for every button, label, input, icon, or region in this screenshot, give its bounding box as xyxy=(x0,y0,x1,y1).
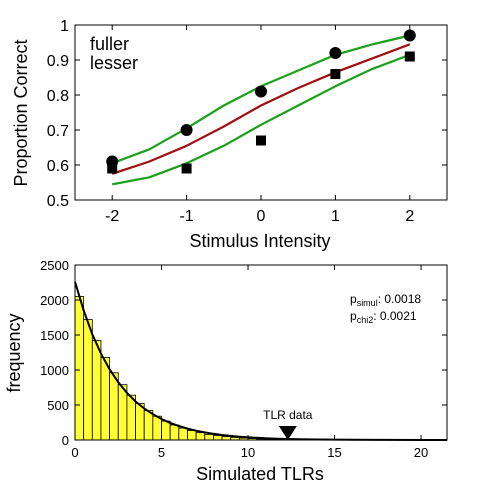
histogram-bar xyxy=(169,424,180,441)
point-lesser xyxy=(181,163,192,174)
point-fuller xyxy=(403,29,416,42)
histogram-bar xyxy=(83,319,93,441)
histogram-bar xyxy=(91,340,102,441)
p-simul-value: : 0.0018 xyxy=(378,292,422,306)
y-tick-label: 0.9 xyxy=(47,53,69,70)
psychometric-y-axis-label: Proportion Correct xyxy=(11,39,31,186)
x-tick-label: -1 xyxy=(179,208,193,225)
y-tick-label: 500 xyxy=(47,398,69,413)
histogram-fit-curve xyxy=(74,281,447,441)
histogram-y-ticks: 0 500 1000 1500 2000 2500 xyxy=(40,258,447,448)
p-chi2-annotation: pchi2: 0.0021 xyxy=(350,309,417,325)
p-simul-annotation: psimul: 0.0018 xyxy=(350,292,421,308)
tlr-data-marker xyxy=(278,426,297,440)
y-tick-label: 1500 xyxy=(40,328,69,343)
x-tick-label: -2 xyxy=(105,208,119,225)
point-fuller xyxy=(329,47,342,59)
p-chi2-sub: chi2 xyxy=(357,315,374,325)
tlr-histogram-chart: 0 500 1000 1500 2000 2500 0 5 10 15 20 TLR data p… xyxy=(4,258,448,484)
x-tick-label: 15 xyxy=(327,445,341,460)
p-chi2-value: : 0.0021 xyxy=(373,309,417,323)
x-tick-label: 5 xyxy=(158,445,165,460)
y-tick-label: 0 xyxy=(62,433,69,448)
psychometric-data-points xyxy=(106,29,416,174)
y-tick-label: 2000 xyxy=(40,293,69,308)
psychometric-chart: 0.5 0.6 0.7 0.8 0.9 1 -2 -1 0 1 2 fuller lesser S… xyxy=(11,18,448,251)
point-lesser xyxy=(256,135,266,146)
histogram-bar xyxy=(221,436,232,441)
histogram-bar xyxy=(135,403,145,441)
p-simul-sub: simul xyxy=(357,298,378,308)
x-tick-label: 1 xyxy=(331,208,340,225)
psychometric-y-ticks: 0.5 0.6 0.7 0.8 0.9 1 xyxy=(47,18,447,210)
histogram-bar xyxy=(195,432,206,441)
tlr-data-label: TLR data xyxy=(263,408,313,422)
p-chi2-main: p xyxy=(350,309,357,323)
histogram-bar xyxy=(204,433,214,441)
histogram-bar xyxy=(109,372,119,441)
histogram-bar xyxy=(143,410,154,441)
histogram-y-axis-label: frequency xyxy=(4,313,24,392)
p-simul-main: p xyxy=(350,292,357,306)
histogram-bars xyxy=(74,296,292,441)
x-tick-label: 10 xyxy=(241,445,255,460)
y-tick-label: 0.8 xyxy=(47,88,69,105)
psychometric-legend: fuller lesser xyxy=(90,34,138,73)
histogram-x-ticks: 0 5 10 15 20 xyxy=(71,265,428,460)
legend-entry-fuller: fuller xyxy=(90,34,129,54)
point-lesser xyxy=(404,51,415,62)
psychometric-x-axis-label: Stimulus Intensity xyxy=(189,231,330,251)
fit-line-4 xyxy=(111,53,411,186)
x-tick-label: 0 xyxy=(257,208,266,225)
x-tick-label: 0 xyxy=(71,445,78,460)
histogram-bar xyxy=(117,384,128,441)
histogram-plot-frame xyxy=(74,264,448,441)
y-tick-label: 1 xyxy=(60,18,69,35)
histogram-bar xyxy=(161,420,171,441)
y-tick-label: 0.7 xyxy=(47,123,69,140)
histogram-bar xyxy=(74,296,85,441)
x-tick-label: 2 xyxy=(405,208,414,225)
x-tick-label: 20 xyxy=(414,445,428,460)
point-lesser xyxy=(107,163,118,174)
histogram-bar xyxy=(187,430,197,441)
histogram-bar xyxy=(178,427,188,441)
histogram-bar xyxy=(213,435,223,441)
histogram-x-axis-label: Simulated TLRs xyxy=(196,464,324,484)
point-fuller xyxy=(180,124,193,136)
point-fuller xyxy=(255,85,267,98)
y-tick-label: 2500 xyxy=(40,258,69,273)
histogram-bar xyxy=(100,356,111,441)
p-value-annotations: psimul: 0.0018 pchi2: 0.0021 xyxy=(350,292,421,325)
y-tick-label: 0.6 xyxy=(47,158,69,175)
y-tick-label: 1000 xyxy=(40,363,69,378)
y-tick-label: 0.5 xyxy=(47,193,69,210)
psychometric-x-ticks: -2 -1 0 1 2 xyxy=(105,25,414,225)
legend-entry-lesser: lesser xyxy=(90,53,138,73)
histogram-bar xyxy=(126,394,136,441)
fit-line-3 xyxy=(111,43,411,175)
point-lesser xyxy=(330,69,341,79)
histogram-bar xyxy=(152,415,162,441)
